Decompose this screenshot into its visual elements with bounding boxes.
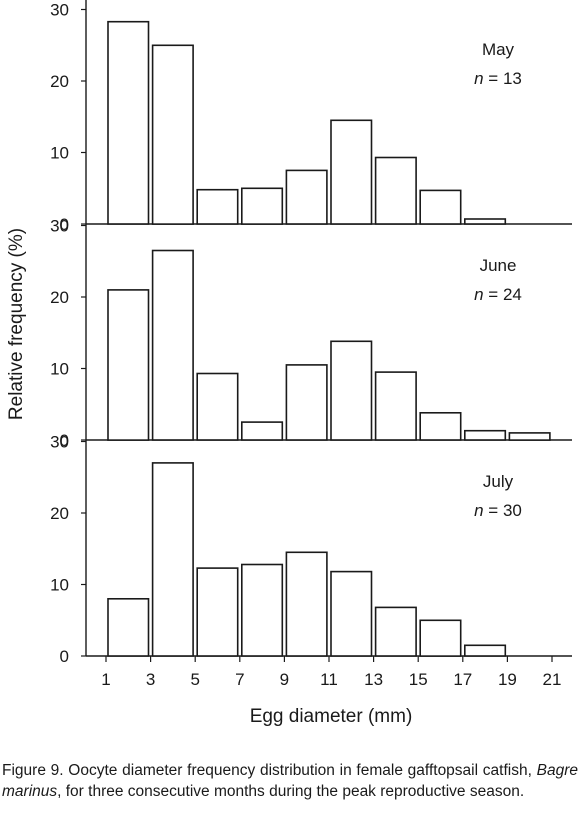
caption-species: Bagre marinus [2, 762, 578, 800]
bar [196, 372, 239, 441]
bar [330, 119, 373, 225]
bar [374, 156, 417, 225]
bar [374, 606, 417, 657]
caption-suffix: , for three consecutive months during th… [57, 783, 525, 800]
bar [151, 249, 194, 441]
y-tick-label: 0 [60, 215, 69, 234]
y-tick-label: 30 [50, 433, 69, 452]
figure-caption: Figure 9. Oocyte diameter frequency dist… [2, 760, 578, 802]
y-tick-label: 0 [60, 431, 69, 450]
panel-may: 0 10 20 30 May n = 13 [50, 1, 572, 234]
y-tick-label: 20 [50, 504, 69, 523]
x-tick-label: 17 [453, 670, 472, 689]
bar [107, 289, 150, 441]
bar [374, 371, 417, 441]
x-tick-label: 5 [190, 670, 199, 689]
panel-month-label: July [483, 472, 514, 491]
bar [241, 563, 284, 657]
y-axis-label: Relative frequency (%) [6, 228, 27, 420]
y-tick-label: 20 [50, 72, 69, 91]
x-tick-label: 11 [320, 670, 338, 689]
x-tick-label: 19 [498, 670, 517, 689]
panel-n-label: n = 24 [474, 285, 522, 304]
panel-month-label: June [480, 256, 517, 275]
bar [463, 644, 507, 657]
y-tick-label: 0 [60, 647, 69, 666]
bar [285, 364, 328, 441]
x-tick-label: 13 [364, 670, 383, 689]
bar [107, 20, 150, 225]
caption-prefix: Figure 9. Oocyte diameter frequency dist… [2, 762, 537, 779]
bar [285, 551, 328, 657]
x-tick-label: 15 [409, 670, 428, 689]
x-axis: Egg diameter (mm) 1 3 5 7 9 11 13 15 17 19 21 [101, 656, 561, 727]
y-tick-label: 10 [50, 576, 69, 595]
bar [241, 421, 284, 441]
bar [241, 187, 284, 225]
panel-n-label: n = 30 [474, 501, 522, 520]
y-tick-label: 10 [50, 360, 69, 379]
bar [419, 411, 462, 441]
y-tick-label: 30 [50, 1, 69, 20]
bar [463, 218, 507, 225]
x-tick-label: 3 [146, 670, 155, 689]
bar [330, 570, 373, 657]
y-tick-label: 10 [50, 144, 69, 163]
x-tick-label: 21 [543, 670, 562, 689]
bar [330, 340, 373, 441]
y-tick-label: 20 [50, 288, 69, 307]
panel-june: 0 10 20 30 June n = 24 [50, 217, 572, 450]
panel-n-label: n = 13 [474, 69, 522, 88]
x-axis-label: Egg diameter (mm) [250, 706, 413, 727]
bar [151, 462, 194, 657]
bar [196, 567, 239, 657]
y-tick-label: 30 [50, 217, 69, 236]
bar [508, 432, 551, 441]
x-tick-label: 7 [235, 670, 244, 689]
x-tick-label: 1 [101, 670, 110, 689]
bar [285, 169, 328, 225]
panel-july: 0 10 20 30 July n = 30 [50, 433, 572, 666]
bar [463, 429, 507, 441]
x-tick-label: 9 [280, 670, 289, 689]
bar [419, 189, 462, 225]
bar [107, 597, 150, 657]
bar [151, 44, 194, 225]
bar [419, 619, 462, 657]
panel-month-label: May [482, 40, 515, 59]
panels: 0 10 20 30 May n = 13 0 10 20 30 June n = 24 0 10 20 30… [50, 0, 572, 666]
bar [196, 188, 239, 225]
